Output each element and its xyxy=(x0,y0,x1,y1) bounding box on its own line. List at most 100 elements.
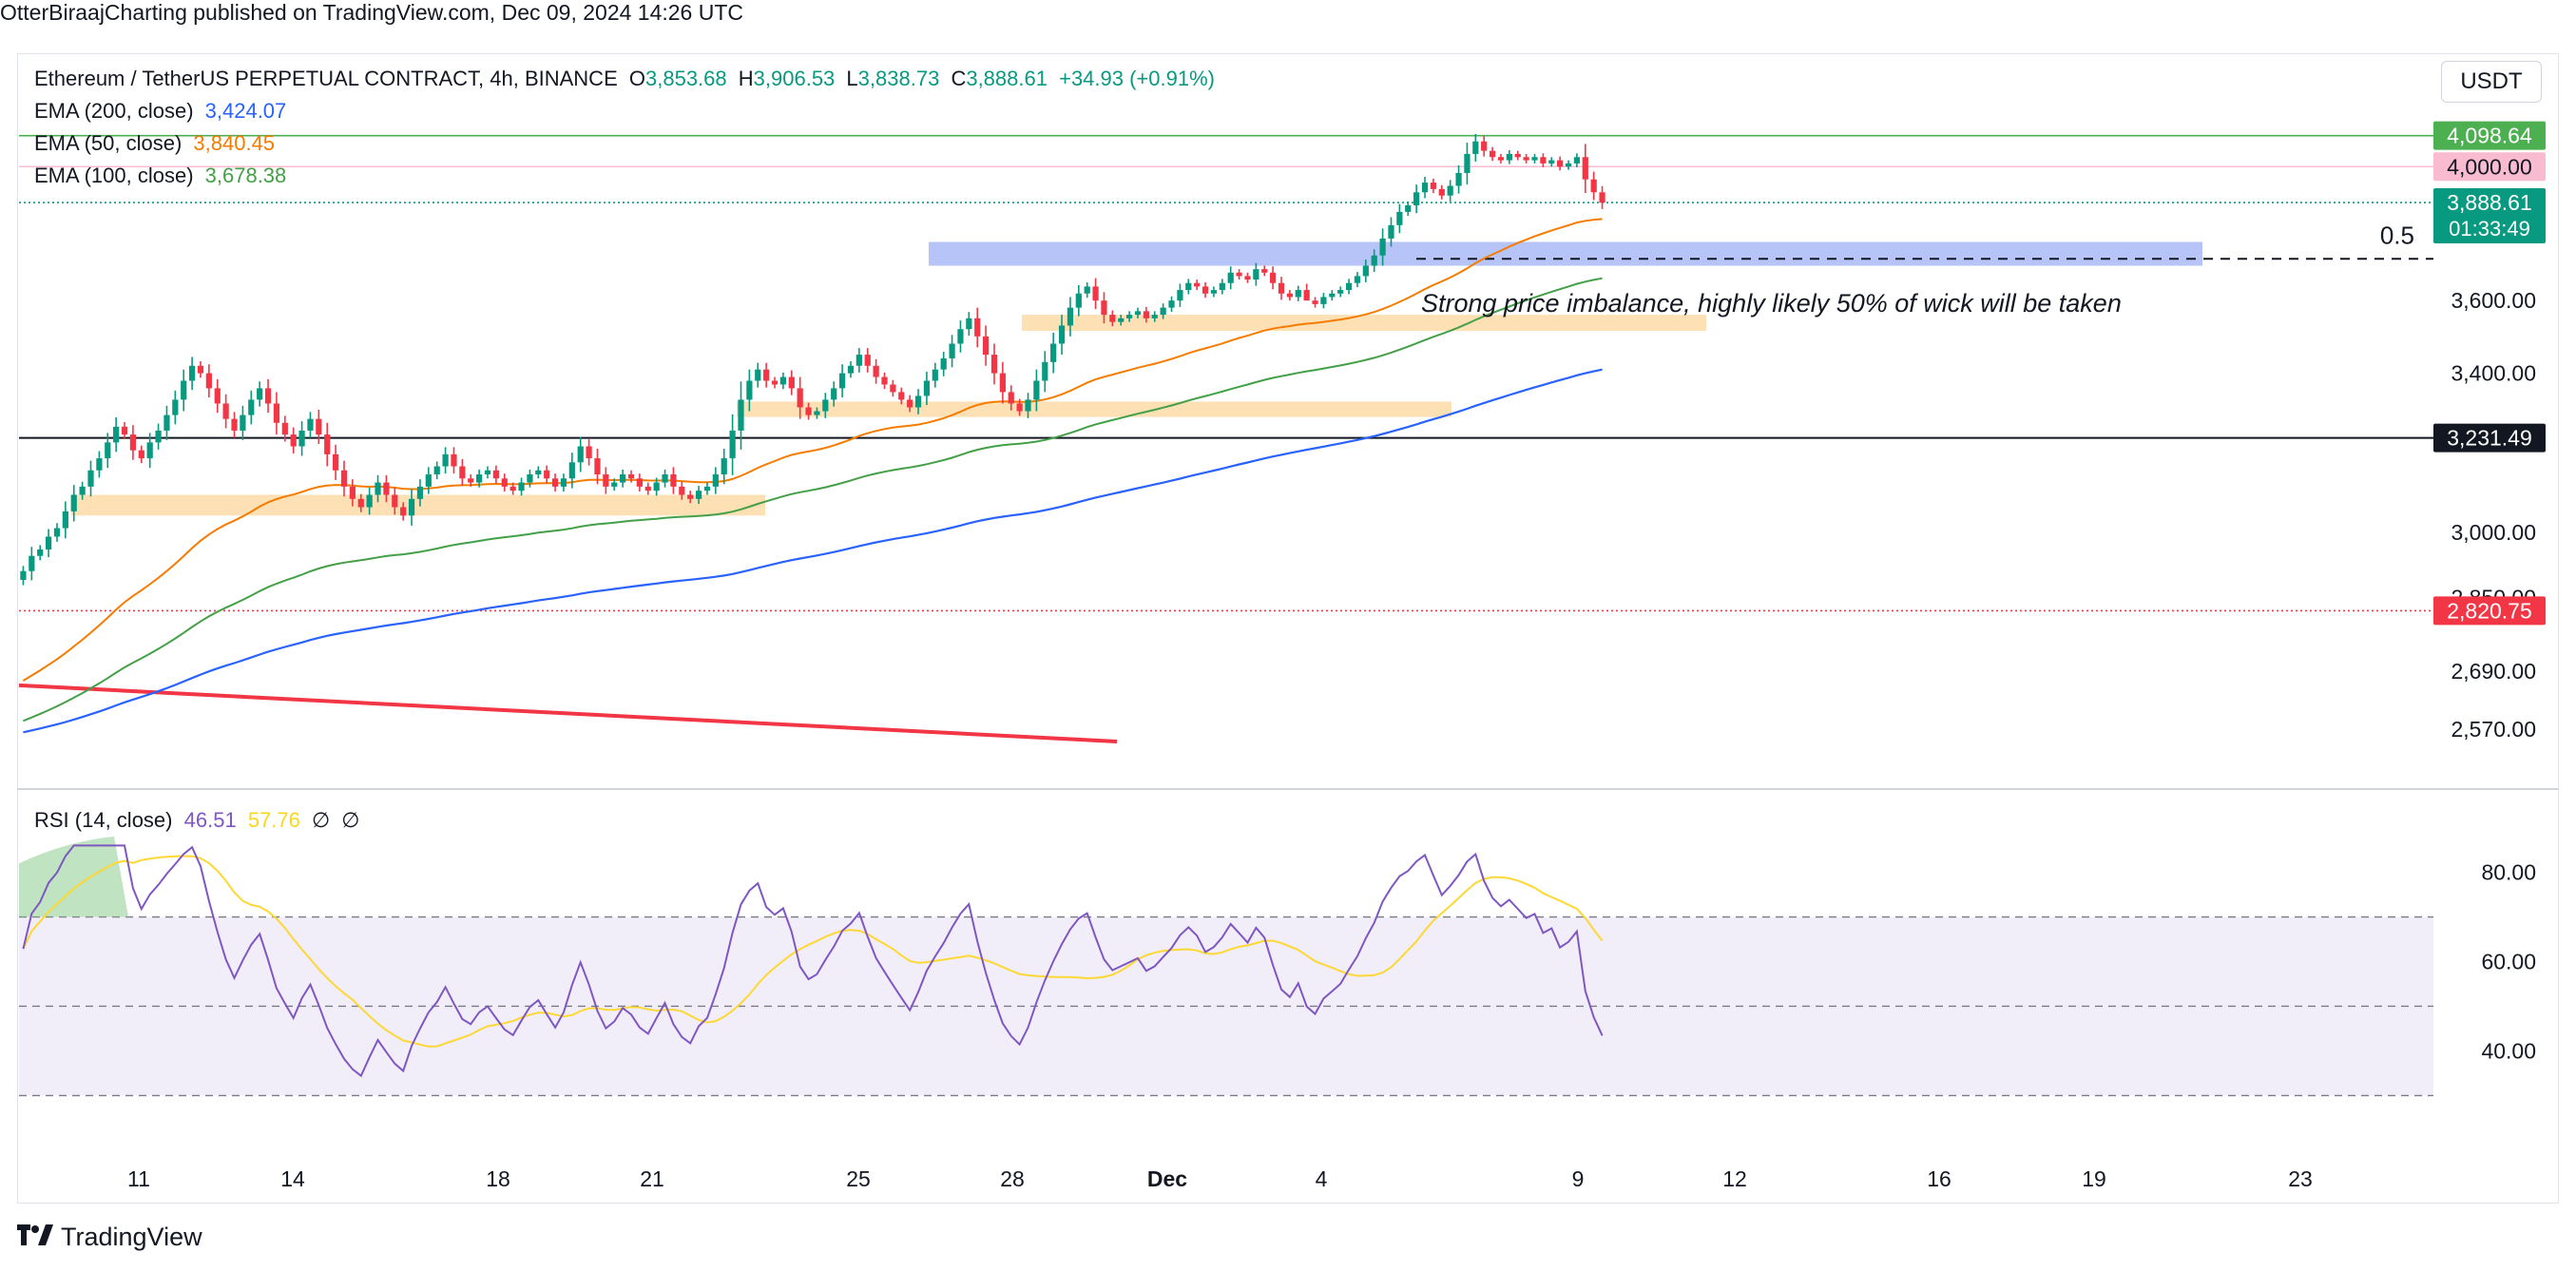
rsi-ma-value: 57.76 xyxy=(247,808,300,832)
ema100-legend[interactable]: EMA (100, close) 3,678.38 xyxy=(34,164,292,188)
x-tick-label-7: 4 xyxy=(1316,1166,1328,1191)
rsi-legend[interactable]: RSI (14, close) 46.51 57.76 ∅ ∅ xyxy=(34,808,365,833)
candle-body xyxy=(594,458,601,475)
candle-77 xyxy=(670,467,677,494)
candle-body xyxy=(763,369,770,381)
candle-body xyxy=(746,380,753,400)
candle-body xyxy=(1201,286,1209,294)
candle-164 xyxy=(1405,201,1412,217)
candle-31 xyxy=(281,415,288,442)
candle-body xyxy=(105,442,111,459)
candle-body xyxy=(1185,282,1192,291)
candle-body xyxy=(214,388,221,404)
candle-body xyxy=(788,376,795,389)
candle-body xyxy=(248,399,255,415)
candle-165 xyxy=(1413,184,1420,214)
candle-81 xyxy=(703,482,711,495)
candle-107 xyxy=(923,372,931,406)
low-label: L xyxy=(846,67,858,90)
candle-body xyxy=(383,482,390,495)
candle-152 xyxy=(1303,283,1310,301)
candle-body xyxy=(1261,269,1268,273)
imbalance-zone-blue xyxy=(929,241,2202,266)
candle-body xyxy=(1379,238,1386,256)
trend-line xyxy=(18,683,1118,743)
candle-170 xyxy=(1455,164,1462,194)
candle-body xyxy=(273,403,280,423)
candle-body xyxy=(375,482,381,495)
candle-body xyxy=(703,486,711,491)
candle-68 xyxy=(594,449,601,485)
candle-63 xyxy=(551,473,559,492)
rsi-extra2: ∅ xyxy=(341,808,360,832)
currency-button[interactable]: USDT xyxy=(2441,61,2542,103)
ema50-line xyxy=(22,218,1603,682)
candle-body xyxy=(1042,361,1048,381)
candle-26 xyxy=(240,405,246,440)
candle-93 xyxy=(805,402,812,420)
candle-body xyxy=(1438,188,1445,196)
candle-body xyxy=(509,486,516,491)
candle-body xyxy=(586,446,592,459)
candle-140 xyxy=(1201,281,1209,299)
candle-body xyxy=(1548,160,1555,164)
candle-136 xyxy=(1168,296,1175,313)
candle-137 xyxy=(1177,283,1183,307)
candle-body xyxy=(1540,157,1547,164)
candle-37 xyxy=(333,444,339,480)
candle-18 xyxy=(172,390,179,425)
candle-99 xyxy=(855,348,862,373)
candle-61 xyxy=(535,466,542,479)
candle-body xyxy=(451,453,457,467)
candle-body xyxy=(1388,224,1394,239)
candle-79 xyxy=(687,491,694,504)
candle-body xyxy=(738,399,744,431)
candle-185 xyxy=(1582,144,1588,193)
candle-50 xyxy=(442,447,449,474)
tradingview-logo[interactable]: TradingView xyxy=(17,1223,202,1252)
rsi-extra1: ∅ xyxy=(312,808,331,832)
candle-118 xyxy=(1016,398,1023,416)
candle-body xyxy=(1084,286,1090,294)
rsi-label: RSI (14, close) xyxy=(34,808,173,832)
candle-129 xyxy=(1109,310,1116,327)
candle-body xyxy=(340,470,348,487)
candle-19 xyxy=(181,369,187,412)
candle-119 xyxy=(1025,393,1031,418)
candle-body xyxy=(1599,192,1605,203)
ema-layer xyxy=(22,218,1603,734)
candle-body xyxy=(1582,157,1588,180)
candle-body xyxy=(1421,183,1429,193)
candle-28 xyxy=(257,381,263,407)
candle-body xyxy=(1590,179,1597,193)
candle-body xyxy=(333,453,339,471)
candle-6 xyxy=(70,485,77,522)
ema50-legend[interactable]: EMA (50, close) 3,840.45 xyxy=(34,131,280,156)
candle-body xyxy=(416,486,424,499)
candle-69 xyxy=(603,467,609,494)
ema200-legend[interactable]: EMA (200, close) 3,424.07 xyxy=(34,99,292,124)
candle-body xyxy=(923,380,931,396)
candle-body xyxy=(1329,293,1336,298)
x-tick-label-5: 28 xyxy=(1000,1166,1025,1191)
candle-80 xyxy=(695,485,702,505)
x-tick-label-10: 16 xyxy=(1927,1166,1951,1191)
candle-155 xyxy=(1329,290,1336,301)
candle-23 xyxy=(214,378,221,414)
candle-body xyxy=(1481,141,1488,151)
candle-159 xyxy=(1362,260,1369,282)
high-label: H xyxy=(738,67,754,90)
candle-10 xyxy=(105,433,111,469)
candle-body xyxy=(1464,153,1471,173)
candle-body xyxy=(1295,290,1301,298)
price-label-bg-2 xyxy=(2433,188,2546,244)
price-label-0: 4,098.64 xyxy=(2447,124,2532,148)
candle-8 xyxy=(87,460,94,497)
candle-29 xyxy=(264,378,272,414)
candle-body xyxy=(1489,150,1496,158)
rsi-tick-label-2: 40.00 xyxy=(2481,1038,2536,1063)
candle-body xyxy=(1253,269,1259,280)
candle-body xyxy=(307,418,314,431)
candle-0 xyxy=(20,566,27,586)
